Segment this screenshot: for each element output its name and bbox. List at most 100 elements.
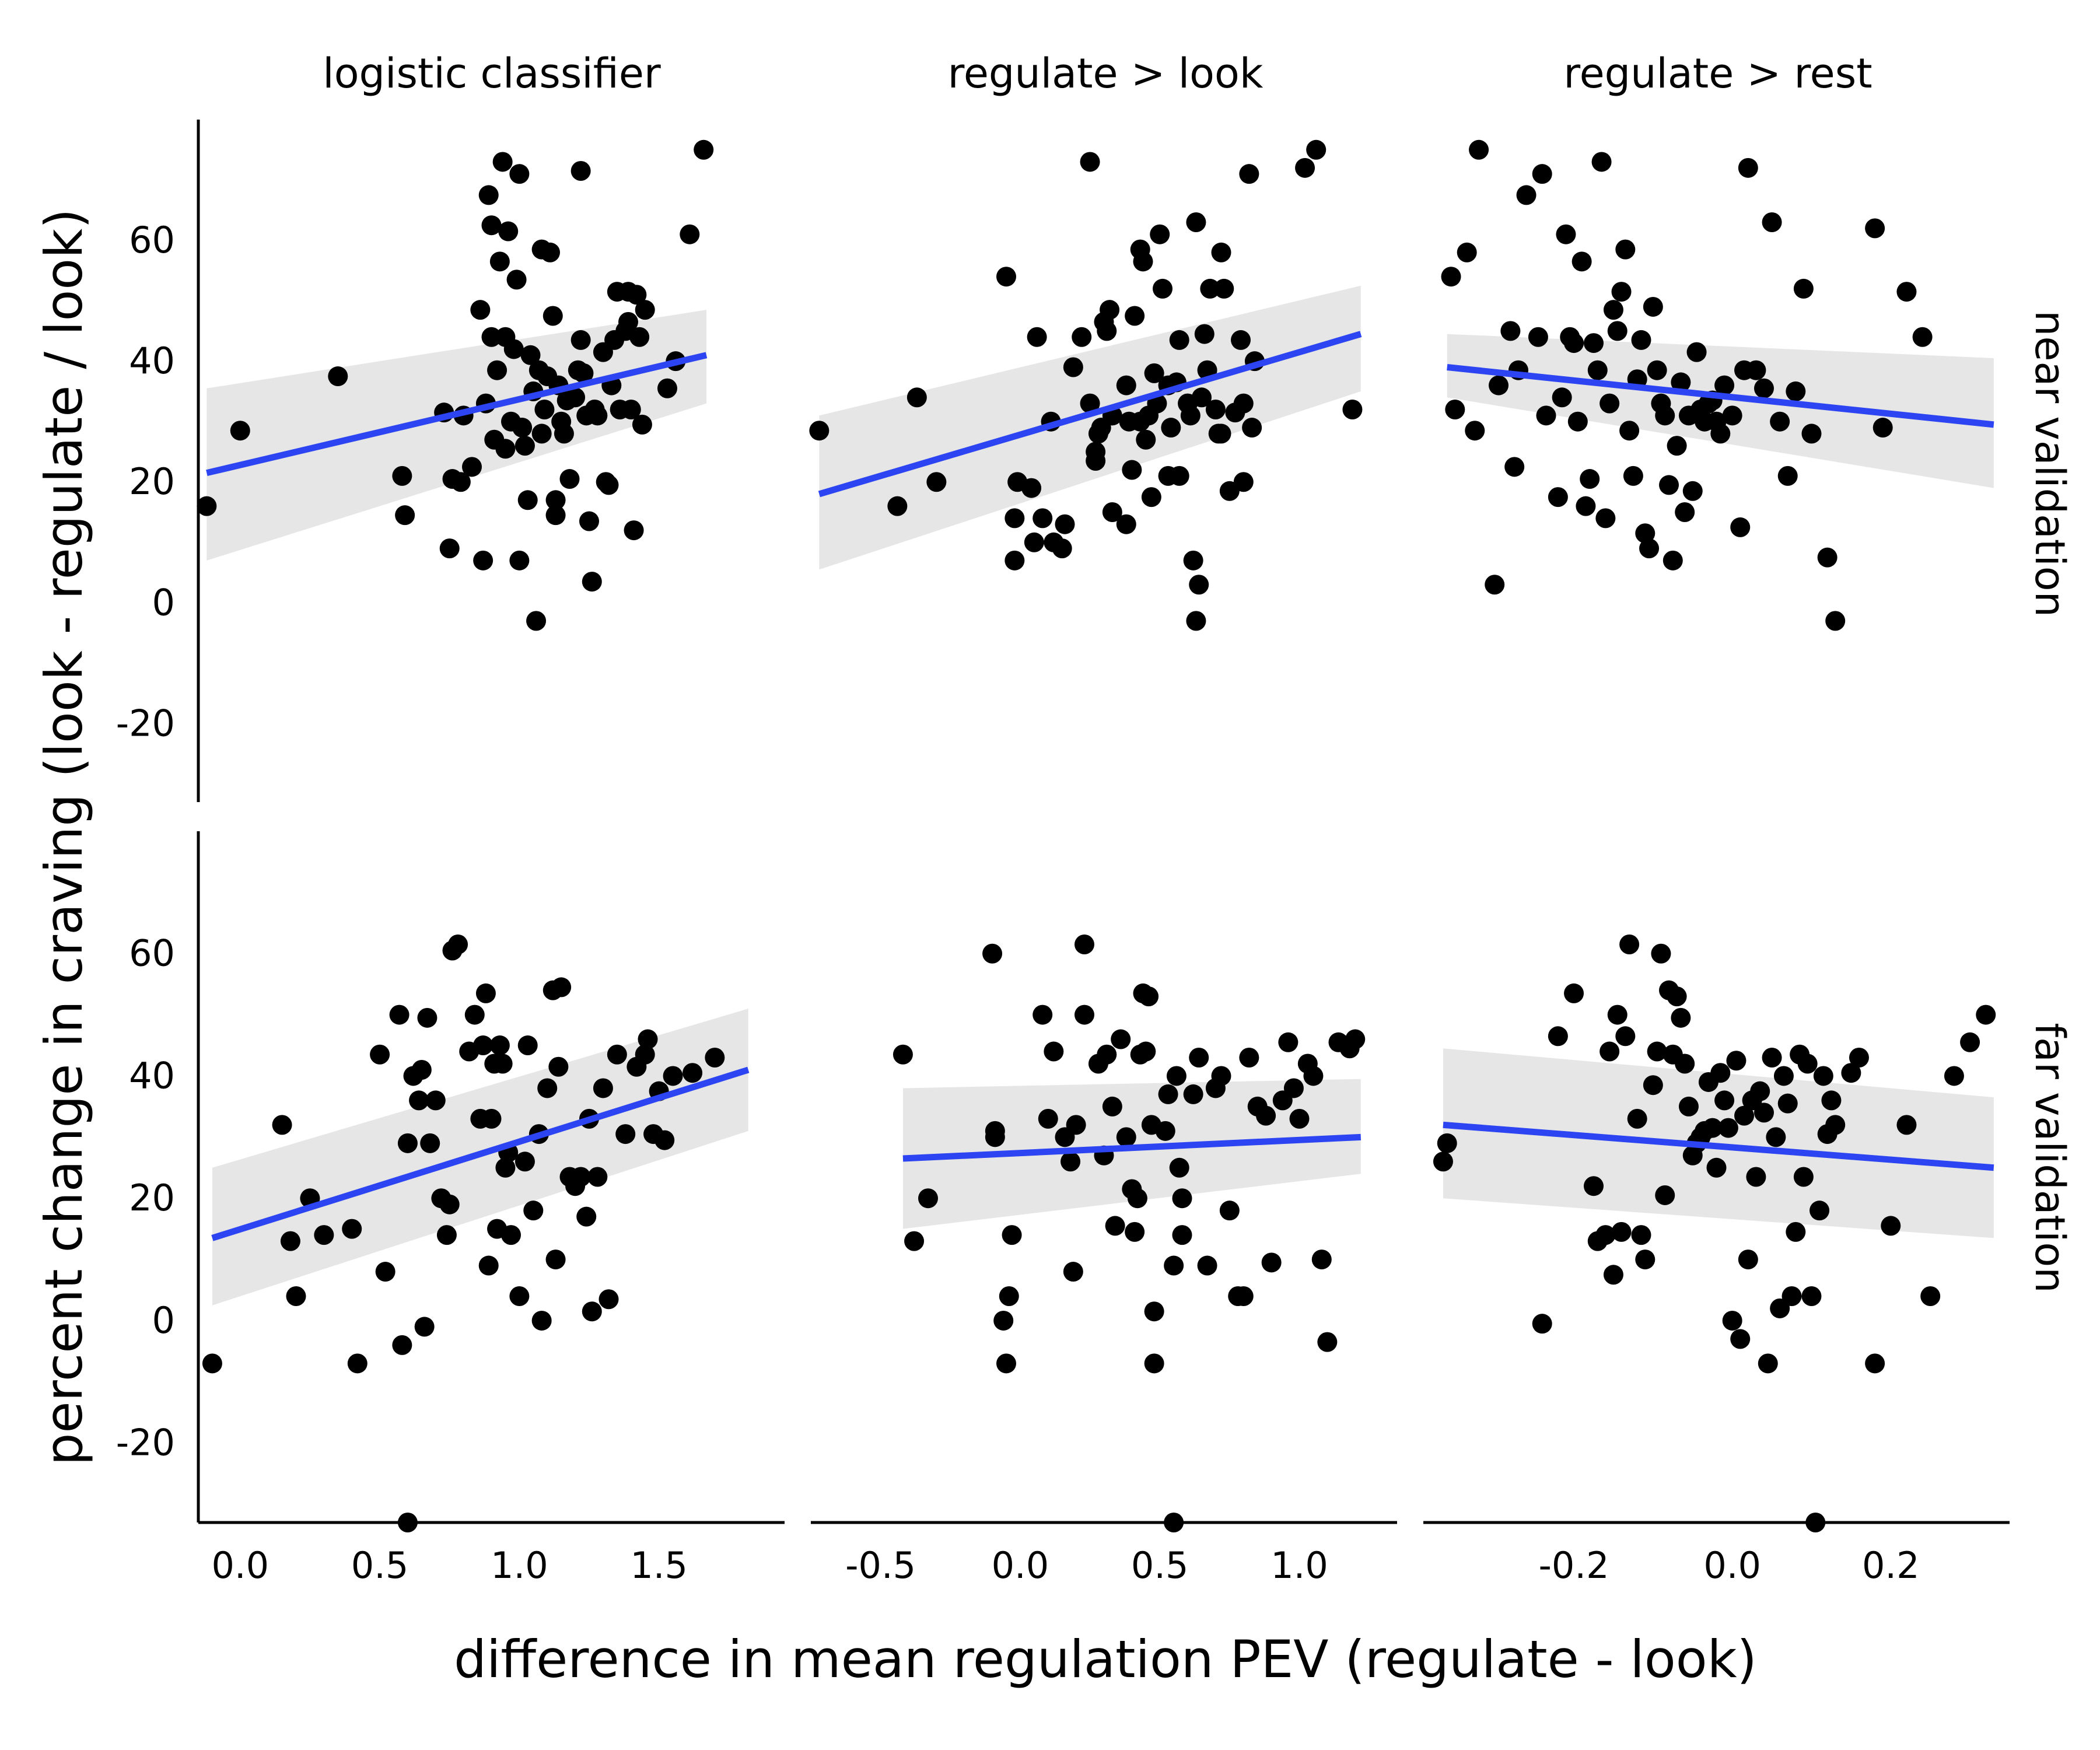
data-point [1896,282,1917,302]
data-point [473,550,494,570]
column-title-regulate-look: regulate > look [948,50,1264,97]
data-point [1793,1167,1814,1187]
data-point [1718,1118,1738,1138]
data-point [1066,1115,1086,1135]
data-point [197,496,217,516]
data-point [489,1035,510,1056]
y-tick-label: 20 [129,1177,175,1219]
data-point [904,1231,925,1251]
data-point [1607,1005,1628,1025]
data-point [1825,1115,1846,1135]
data-point [1583,1176,1604,1196]
data-point [1567,411,1588,432]
y-tick-label: 20 [129,460,175,503]
data-point [1214,278,1234,299]
data-point [1758,1353,1778,1374]
data-point [531,1310,552,1331]
data-point [1865,1353,1885,1374]
data-point [1469,139,1489,160]
data-point [638,1029,658,1049]
y-tick-label: -20 [116,1422,175,1464]
data-point [531,424,552,444]
data-point [1643,296,1663,317]
data-point [1552,387,1572,408]
data-point [1678,1096,1699,1116]
data-point [551,977,572,998]
data-point [1516,185,1536,205]
data-point [1172,1225,1192,1245]
data-point [1111,1029,1131,1049]
data-point [559,469,580,489]
y-tick-label: 60 [129,219,175,261]
data-point [682,1063,703,1083]
data-point [509,164,530,184]
panel-far-logistic-classifier [202,935,750,1532]
data-point [1726,1051,1746,1071]
data-point [632,414,652,435]
data-point [314,1225,334,1245]
x-tick-label: 1.0 [1270,1544,1328,1587]
data-point [1805,1513,1826,1532]
data-point [996,1353,1016,1374]
data-point [481,327,502,347]
data-point [1682,481,1703,501]
data-point [1116,514,1136,534]
data-point [1976,1005,1996,1025]
x-tick-label: 0.2 [1862,1544,1920,1587]
data-point [1639,538,1660,559]
data-point [1865,218,1885,239]
data-point [1813,1066,1833,1086]
data-point [514,436,535,456]
data-point [579,511,599,531]
data-point [1125,1222,1145,1242]
data-point [487,360,508,380]
data-point [1485,575,1505,595]
data-point [1192,387,1212,408]
data-point [1920,1286,1941,1306]
data-point [1144,363,1164,383]
data-point [1532,164,1552,184]
panel-near-regulate-rest [1441,139,1994,631]
data-point [492,152,513,172]
data-point [1437,1133,1457,1153]
data-point [1080,152,1100,172]
data-point [598,1289,619,1310]
data-point [1233,1286,1254,1306]
regression-line [1443,1121,1994,1171]
data-point [1631,330,1651,350]
data-point [1044,1041,1064,1062]
data-point [409,1090,429,1111]
data-point [1564,333,1584,354]
data-point [272,1115,292,1135]
data-point [1583,333,1604,354]
data-point [495,1157,516,1178]
confidence-band [902,1079,1361,1229]
data-point [1750,1081,1770,1101]
data-point [1283,1078,1304,1098]
data-point [1027,327,1047,347]
data-point [809,421,830,441]
data-point [985,1121,1005,1141]
column-title-logistic-classifier: logistic classifier [323,50,661,97]
y-tick-label: 0 [152,1299,175,1342]
data-point [478,1255,499,1276]
data-point [926,472,947,492]
data-point [1730,1329,1751,1349]
data-point [1532,1314,1552,1334]
data-point [663,1066,683,1086]
data-point [626,285,647,305]
data-point [1060,1152,1081,1172]
data-point [1722,405,1742,426]
data-point [514,1152,535,1172]
data-point [1136,1041,1156,1062]
data-point [1306,139,1326,160]
data-point [439,538,460,559]
data-point [1536,405,1556,426]
data-point [1770,1298,1790,1318]
data-point [1607,321,1628,341]
data-point [1169,330,1189,350]
data-point [1197,1255,1217,1276]
data-point [1600,1041,1620,1062]
data-point [1024,532,1044,552]
data-point [286,1286,306,1306]
